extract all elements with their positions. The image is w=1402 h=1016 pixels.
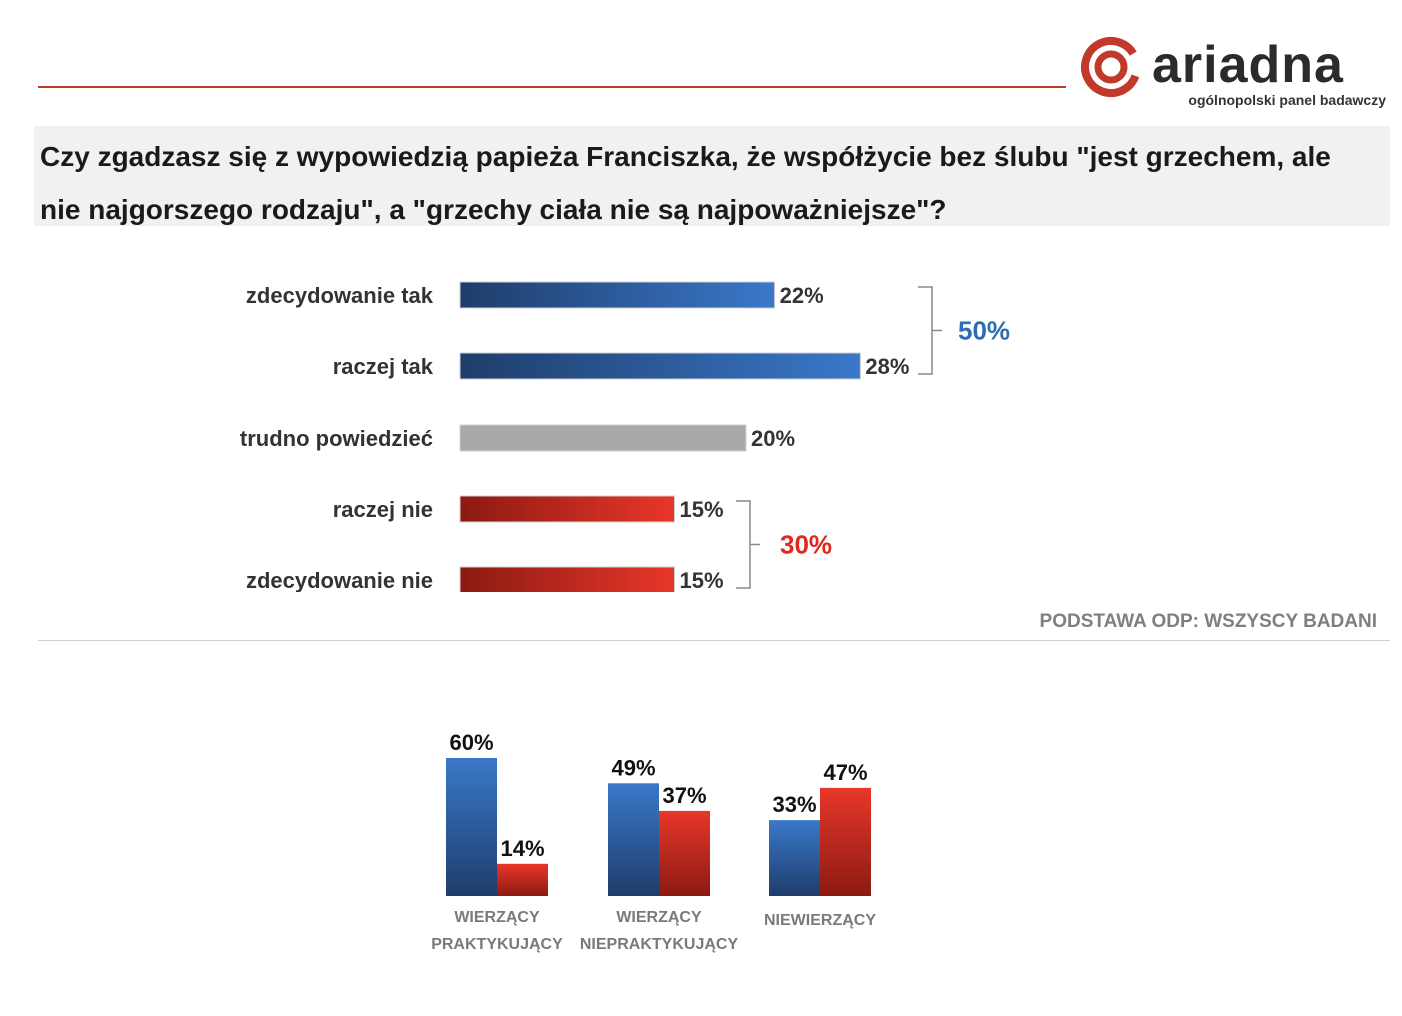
bar — [459, 495, 675, 523]
brand-tagline: ogólnopolski panel badawczy — [1188, 92, 1386, 108]
bar — [608, 783, 659, 896]
value-label: 60% — [449, 730, 493, 755]
brand-logo: ariadna ogólnopolski panel badawczy — [1078, 34, 1390, 114]
value-label: 49% — [611, 755, 655, 780]
bar — [459, 352, 861, 380]
group-bracket — [918, 286, 942, 375]
value-label: 15% — [680, 568, 724, 592]
bar — [459, 281, 776, 309]
answer-distribution-chart: zdecydowanie tak 22% raczej tak 28% trudno p… — [240, 281, 1010, 592]
category-label: PRAKTYKUJĄCY — [431, 936, 563, 953]
category-label: WIERZĄCY — [454, 909, 540, 926]
category-label: raczej tak — [333, 354, 434, 379]
value-label: 14% — [500, 836, 544, 861]
spiral-logo-icon — [1081, 37, 1141, 97]
brand-name: ariadna — [1152, 36, 1344, 94]
religiosity-breakdown-chart: 60% 14% WIERZĄCY PRAKTYKUJĄCY 49% 37% WIERZĄCY… — [431, 730, 876, 953]
section-divider — [38, 640, 1390, 641]
header-rule — [38, 86, 1066, 88]
question-text: Czy zgadzasz się z wypowiedzią papieża F… — [40, 141, 1331, 226]
bar — [459, 566, 675, 592]
value-label: 20% — [751, 426, 795, 451]
category-label: NIEPRAKTYKUJĄCY — [580, 936, 739, 953]
category-label: trudno powiedzieć — [240, 426, 433, 451]
category-label: NIEWIERZĄCY — [764, 912, 876, 929]
category-label: zdecydowanie nie — [246, 568, 433, 592]
group-total-label: 50% — [958, 316, 1010, 346]
group-bracket — [736, 500, 760, 589]
question-box: Czy zgadzasz się z wypowiedzią papieża F… — [34, 126, 1390, 226]
bar — [820, 787, 871, 896]
category-label: raczej nie — [333, 497, 433, 522]
group-total-label: 30% — [780, 530, 832, 560]
value-label: 47% — [823, 760, 867, 785]
value-label: 33% — [772, 792, 816, 817]
bar — [459, 424, 747, 452]
base-note: PODSTAWA ODP: WSZYSCY BADANI — [1039, 611, 1377, 632]
bar — [446, 758, 497, 896]
value-label: 28% — [865, 354, 909, 379]
value-label: 22% — [780, 283, 824, 308]
category-label: zdecydowanie tak — [246, 283, 434, 308]
bar — [659, 810, 710, 896]
bar — [769, 820, 820, 896]
value-label: 15% — [680, 497, 724, 522]
category-label: WIERZĄCY — [616, 909, 702, 926]
bar — [497, 863, 548, 896]
value-label: 37% — [662, 783, 706, 808]
